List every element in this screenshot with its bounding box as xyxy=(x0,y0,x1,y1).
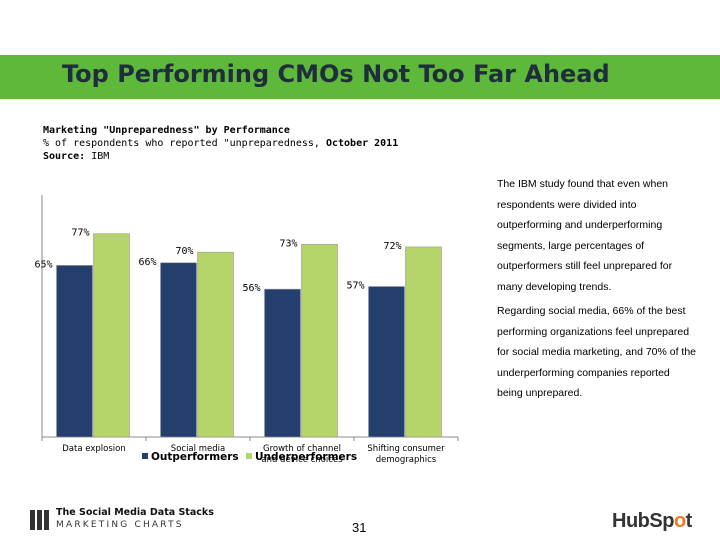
legend-label-underperformers: Underperformers xyxy=(255,451,357,463)
bar-chart: 65% 77% Data explosion 66% 70% Social media 56… xyxy=(34,195,459,465)
data-label: 57% xyxy=(346,281,364,292)
commentary-paragraph-2: Regarding social media, 66% of the best … xyxy=(497,305,697,399)
data-label: 72% xyxy=(383,241,401,252)
source-value: IBM xyxy=(91,151,110,162)
bar-stack-icon xyxy=(30,510,50,530)
bar-outperformers-2 xyxy=(160,262,197,438)
bar-underperformers-4 xyxy=(405,246,442,438)
x-tick-label: Social media xyxy=(171,444,225,454)
data-label: 56% xyxy=(242,283,260,294)
subtitle-date: October 2011 xyxy=(325,138,399,149)
logo-line-1: The Social Media Data Stacks xyxy=(56,507,214,518)
bar-outperformers-4 xyxy=(368,286,405,438)
legend-label-outperformers: Outperformers xyxy=(151,451,239,463)
data-label: 65% xyxy=(34,259,52,270)
chart-subtitle: Marketing "Unpreparedness" by Performanc… xyxy=(43,124,398,163)
data-label: 73% xyxy=(279,238,297,249)
source-label: Source: xyxy=(43,151,86,162)
subtitle-heading: Marketing "Unpreparedness" by Performanc… xyxy=(43,125,290,136)
legend-swatch-underperformers xyxy=(246,453,252,459)
bar-underperformers-3 xyxy=(301,243,338,438)
bar-outperformers-1 xyxy=(56,265,93,438)
x-tick-label: Shifting consumer xyxy=(367,444,445,454)
x-tick-label: Growth of channel xyxy=(263,444,341,454)
commentary-text: The IBM study found that even when respo… xyxy=(497,174,697,404)
logo-line-2: MARKETING CHARTS xyxy=(56,520,184,530)
data-label: 77% xyxy=(71,228,89,239)
data-label: 70% xyxy=(175,246,193,257)
title-bar xyxy=(0,55,720,99)
subtitle-description: % of respondents who reported "unprepare… xyxy=(43,138,326,149)
bar-underperformers-2 xyxy=(197,251,234,438)
bar-underperformers-1 xyxy=(93,233,130,438)
x-tick-label: Data explosion xyxy=(62,444,125,454)
hubspot-logo: HubSpot xyxy=(612,510,692,532)
page-title: Top Performing CMOs Not Too Far Ahead xyxy=(62,60,610,88)
x-tick-label: and device choices xyxy=(261,455,343,465)
commentary-paragraph-1: The IBM study found that even when respo… xyxy=(497,178,673,293)
x-tick-label: demographics xyxy=(376,455,437,465)
legend-swatch-outperformers xyxy=(142,453,148,459)
page-number: 31 xyxy=(352,520,367,535)
bar-outperformers-3 xyxy=(264,288,301,438)
data-label: 66% xyxy=(138,257,156,268)
